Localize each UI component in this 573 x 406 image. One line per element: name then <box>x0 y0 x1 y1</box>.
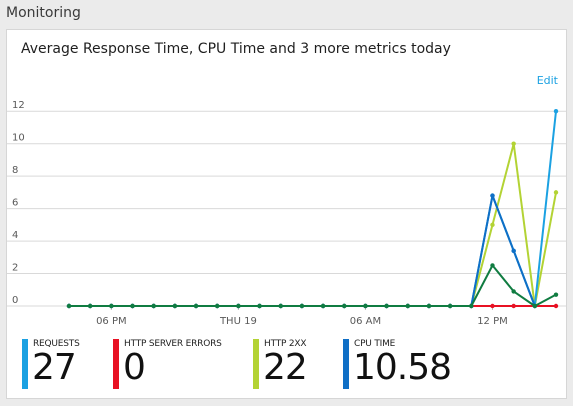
data-point <box>553 190 559 195</box>
data-point <box>511 289 516 294</box>
data-point <box>87 303 93 309</box>
edit-link[interactable]: Edit <box>536 74 558 87</box>
metrics-line-chart: 0 2 4 6 8 10 12 06 PM THU 19 06 AM 12 PM <box>7 100 566 327</box>
y-tick-label: 10 <box>12 133 25 144</box>
metric-requests[interactable]: REQUESTS 27 <box>22 339 102 389</box>
data-point <box>320 303 326 309</box>
x-tick-label: 06 AM <box>350 316 381 327</box>
metric-cpu-time[interactable]: CPU TIME 10.58 <box>343 339 473 389</box>
data-point <box>511 303 516 309</box>
data-point <box>447 303 453 309</box>
data-point <box>511 248 516 254</box>
data-point <box>278 303 283 309</box>
data-point <box>193 303 199 309</box>
data-point <box>257 303 262 309</box>
data-point <box>130 303 135 309</box>
y-tick-label: 2 <box>12 263 18 274</box>
data-point <box>66 303 72 309</box>
x-tick-label: 12 PM <box>477 316 508 327</box>
data-point <box>490 193 495 198</box>
metric-color-bar <box>253 339 259 389</box>
metric-value: 0 <box>123 347 146 388</box>
y-tick-label: 0 <box>12 295 18 306</box>
metric-http-server-errors[interactable]: HTTP SERVER ERRORS 0 <box>113 339 243 389</box>
metric-label: HTTP SERVER ERRORS <box>124 339 222 349</box>
series-line-cpu-time <box>69 194 536 307</box>
data-point <box>384 303 389 309</box>
data-point <box>553 109 559 114</box>
metric-color-bar <box>113 339 119 389</box>
data-point <box>215 303 220 309</box>
data-point <box>363 303 368 309</box>
data-point <box>426 303 432 309</box>
metric-http-2xx[interactable]: HTTP 2XX 22 <box>253 339 333 389</box>
series-line-series-5 <box>69 264 557 307</box>
metric-label: REQUESTS <box>33 339 80 349</box>
data-point <box>405 303 410 309</box>
data-point <box>299 303 305 309</box>
data-point <box>553 292 559 297</box>
data-point <box>490 303 495 309</box>
blade-title: Monitoring <box>6 5 81 21</box>
y-tick-label: 4 <box>12 230 18 241</box>
data-point <box>151 303 156 309</box>
data-point <box>109 303 114 309</box>
x-tick-label: THU 19 <box>219 316 257 327</box>
metric-color-bar <box>343 339 349 389</box>
card-title: Average Response Time, CPU Time and 3 mo… <box>21 41 451 57</box>
monitoring-card[interactable]: Average Response Time, CPU Time and 3 mo… <box>6 29 567 399</box>
data-point <box>342 303 347 309</box>
data-point <box>532 303 538 309</box>
data-point <box>172 303 178 309</box>
data-point <box>469 303 474 309</box>
y-tick-label: 8 <box>12 165 18 176</box>
y-tick-label: 12 <box>12 100 25 111</box>
y-tick-label: 6 <box>12 198 18 209</box>
data-point <box>236 303 241 309</box>
data-point <box>490 222 495 228</box>
metric-value: 22 <box>263 347 308 388</box>
metric-color-bar <box>22 339 28 389</box>
metric-label: CPU TIME <box>354 339 396 349</box>
data-point <box>490 263 495 268</box>
data-point <box>511 141 516 146</box>
x-tick-label: 06 PM <box>96 316 127 327</box>
metric-value: 10.58 <box>353 347 452 388</box>
metric-value: 27 <box>32 347 77 388</box>
data-point <box>553 303 559 309</box>
metric-label: HTTP 2XX <box>264 339 307 349</box>
